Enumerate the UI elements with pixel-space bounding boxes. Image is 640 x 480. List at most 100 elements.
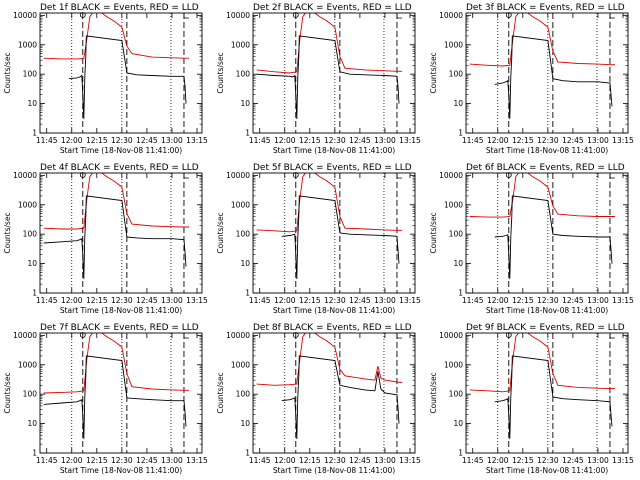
y-tick-label: 10000 <box>439 331 463 340</box>
panel-plot: Det 4f BLACK = Events, RED = LLD 1 10 100 10… <box>3 163 208 315</box>
x-tick-label: 11:45 <box>462 296 484 305</box>
interval-marker <box>396 13 402 19</box>
detector-panel: Det 2f BLACK = Events, RED = LLD 1 10 100 10… <box>213 0 426 160</box>
x-tick-label: 12:30 <box>324 296 346 305</box>
x-axis-label: Start Time (18-Nov-08 11:41:00) <box>486 466 608 475</box>
events-series-line <box>494 35 613 120</box>
lld-series-line <box>43 13 189 60</box>
x-axis-label: Start Time (18-Nov-08 11:41:00) <box>273 306 395 315</box>
detector-panel: Det 6f BLACK = Events, RED = LLD 1 10 100 10… <box>426 160 639 320</box>
y-tick-label: 10000 <box>439 171 463 180</box>
y-tick-label: 10 <box>27 259 37 268</box>
detector-panel: Det 5f BLACK = Events, RED = LLD 1 10 100 10… <box>213 160 426 320</box>
x-tick-label: 11:45 <box>249 136 271 145</box>
attenuator-marker <box>505 172 512 178</box>
x-tick-label: 12:15 <box>512 456 534 465</box>
y-tick-label: 100 <box>23 390 38 399</box>
y-tick-label: 10000 <box>13 171 37 180</box>
x-axis-label: Start Time (18-Nov-08 11:41:00) <box>60 306 182 315</box>
x-tick-label: 13:00 <box>587 456 609 465</box>
x-tick-label: 12:30 <box>111 136 133 145</box>
y-tick-label: 1000 <box>231 200 250 209</box>
x-tick-label: 11:45 <box>249 456 271 465</box>
attenuator-marker <box>79 12 86 18</box>
y-tick-label: 1000 <box>231 360 250 369</box>
detector-panel: Det 1f BLACK = Events, RED = LLD 1 10 100 10… <box>0 0 213 160</box>
x-tick-label: 12:45 <box>136 456 158 465</box>
x-tick-label: 12:45 <box>349 136 371 145</box>
events-series-line <box>281 355 400 440</box>
x-tick-label: 12:30 <box>537 296 559 305</box>
y-tick-label: 1 <box>458 289 463 298</box>
y-tick-label: 10 <box>27 99 37 108</box>
interval-marker <box>183 173 189 179</box>
panel-plot: Det 3f BLACK = Events, RED = LLD 1 10 100 10… <box>429 3 634 155</box>
x-tick-label: 11:45 <box>249 296 271 305</box>
y-tick-label: 10 <box>240 99 250 108</box>
y-tick-label: 1000 <box>18 40 37 49</box>
x-tick-label: 12:15 <box>86 136 108 145</box>
x-tick-label: 12:30 <box>111 296 133 305</box>
x-tick-label: 12:15 <box>512 296 534 305</box>
x-tick-label: 12:00 <box>487 136 509 145</box>
plot-frame <box>465 12 629 134</box>
x-tick-label: 12:15 <box>512 136 534 145</box>
x-tick-label: 13:00 <box>161 296 183 305</box>
attenuator-marker <box>505 332 512 338</box>
x-tick-label: 13:15 <box>399 296 421 305</box>
panel-title: Det 7f BLACK = Events, RED = LLD <box>40 323 199 333</box>
x-tick-label: 12:45 <box>136 136 158 145</box>
y-tick-label: 10000 <box>13 331 37 340</box>
y-tick-label: 1000 <box>18 200 37 209</box>
y-tick-label: 1000 <box>444 360 463 369</box>
events-series-line <box>43 195 187 280</box>
y-tick-label: 100 <box>236 70 251 79</box>
x-tick-label: 12:00 <box>487 456 509 465</box>
panel-title: Det 3f BLACK = Events, RED = LLD <box>466 3 625 13</box>
plot-frame <box>252 172 416 294</box>
y-tick-label: 100 <box>23 230 38 239</box>
x-axis-label: Start Time (18-Nov-08 11:41:00) <box>60 146 182 155</box>
interval-marker <box>609 13 615 19</box>
y-tick-label: 10 <box>453 419 463 428</box>
panel-plot: Det 1f BLACK = Events, RED = LLD 1 10 100 10… <box>3 3 208 155</box>
events-series-line <box>281 195 400 280</box>
x-tick-label: 12:30 <box>111 456 133 465</box>
y-axis-label: Counts/sec <box>429 212 438 253</box>
panel-title: Det 6f BLACK = Events, RED = LLD <box>466 163 625 173</box>
y-axis-label: Counts/sec <box>3 372 12 413</box>
y-tick-label: 10 <box>240 259 250 268</box>
panel-title: Det 2f BLACK = Events, RED = LLD <box>253 3 412 13</box>
events-series-line <box>494 195 613 280</box>
x-tick-label: 12:30 <box>324 456 346 465</box>
panel-plot: Det 7f BLACK = Events, RED = LLD 1 10 100 10… <box>3 323 208 475</box>
x-tick-label: 12:00 <box>61 296 83 305</box>
x-tick-label: 11:45 <box>36 296 58 305</box>
interval-marker <box>396 173 402 179</box>
y-tick-label: 100 <box>236 390 251 399</box>
x-tick-label: 12:30 <box>537 456 559 465</box>
x-tick-label: 12:00 <box>274 456 296 465</box>
x-tick-label: 12:15 <box>299 456 321 465</box>
y-tick-label: 10 <box>453 259 463 268</box>
y-tick-label: 100 <box>236 230 251 239</box>
y-tick-label: 1 <box>458 449 463 458</box>
x-axis-label: Start Time (18-Nov-08 11:41:00) <box>273 146 395 155</box>
attenuator-marker <box>79 172 86 178</box>
x-tick-label: 13:00 <box>587 136 609 145</box>
panel-title: Det 1f BLACK = Events, RED = LLD <box>40 3 199 13</box>
y-tick-label: 1 <box>32 129 37 138</box>
lld-series-line <box>469 13 615 67</box>
y-tick-label: 10 <box>240 419 250 428</box>
panel-title: Det 4f BLACK = Events, RED = LLD <box>40 163 199 173</box>
x-tick-label: 11:45 <box>36 456 58 465</box>
y-axis-label: Counts/sec <box>429 52 438 93</box>
x-tick-label: 13:15 <box>186 136 208 145</box>
detector-panel: Det 7f BLACK = Events, RED = LLD 1 10 100 10… <box>0 320 213 480</box>
attenuator-marker <box>79 332 86 338</box>
detector-panel: Det 9f BLACK = Events, RED = LLD 1 10 100 10… <box>426 320 639 480</box>
attenuator-marker <box>292 12 299 18</box>
detector-panel: Det 4f BLACK = Events, RED = LLD 1 10 100 10… <box>0 160 213 320</box>
panel-title: Det 9f BLACK = Events, RED = LLD <box>466 323 625 333</box>
